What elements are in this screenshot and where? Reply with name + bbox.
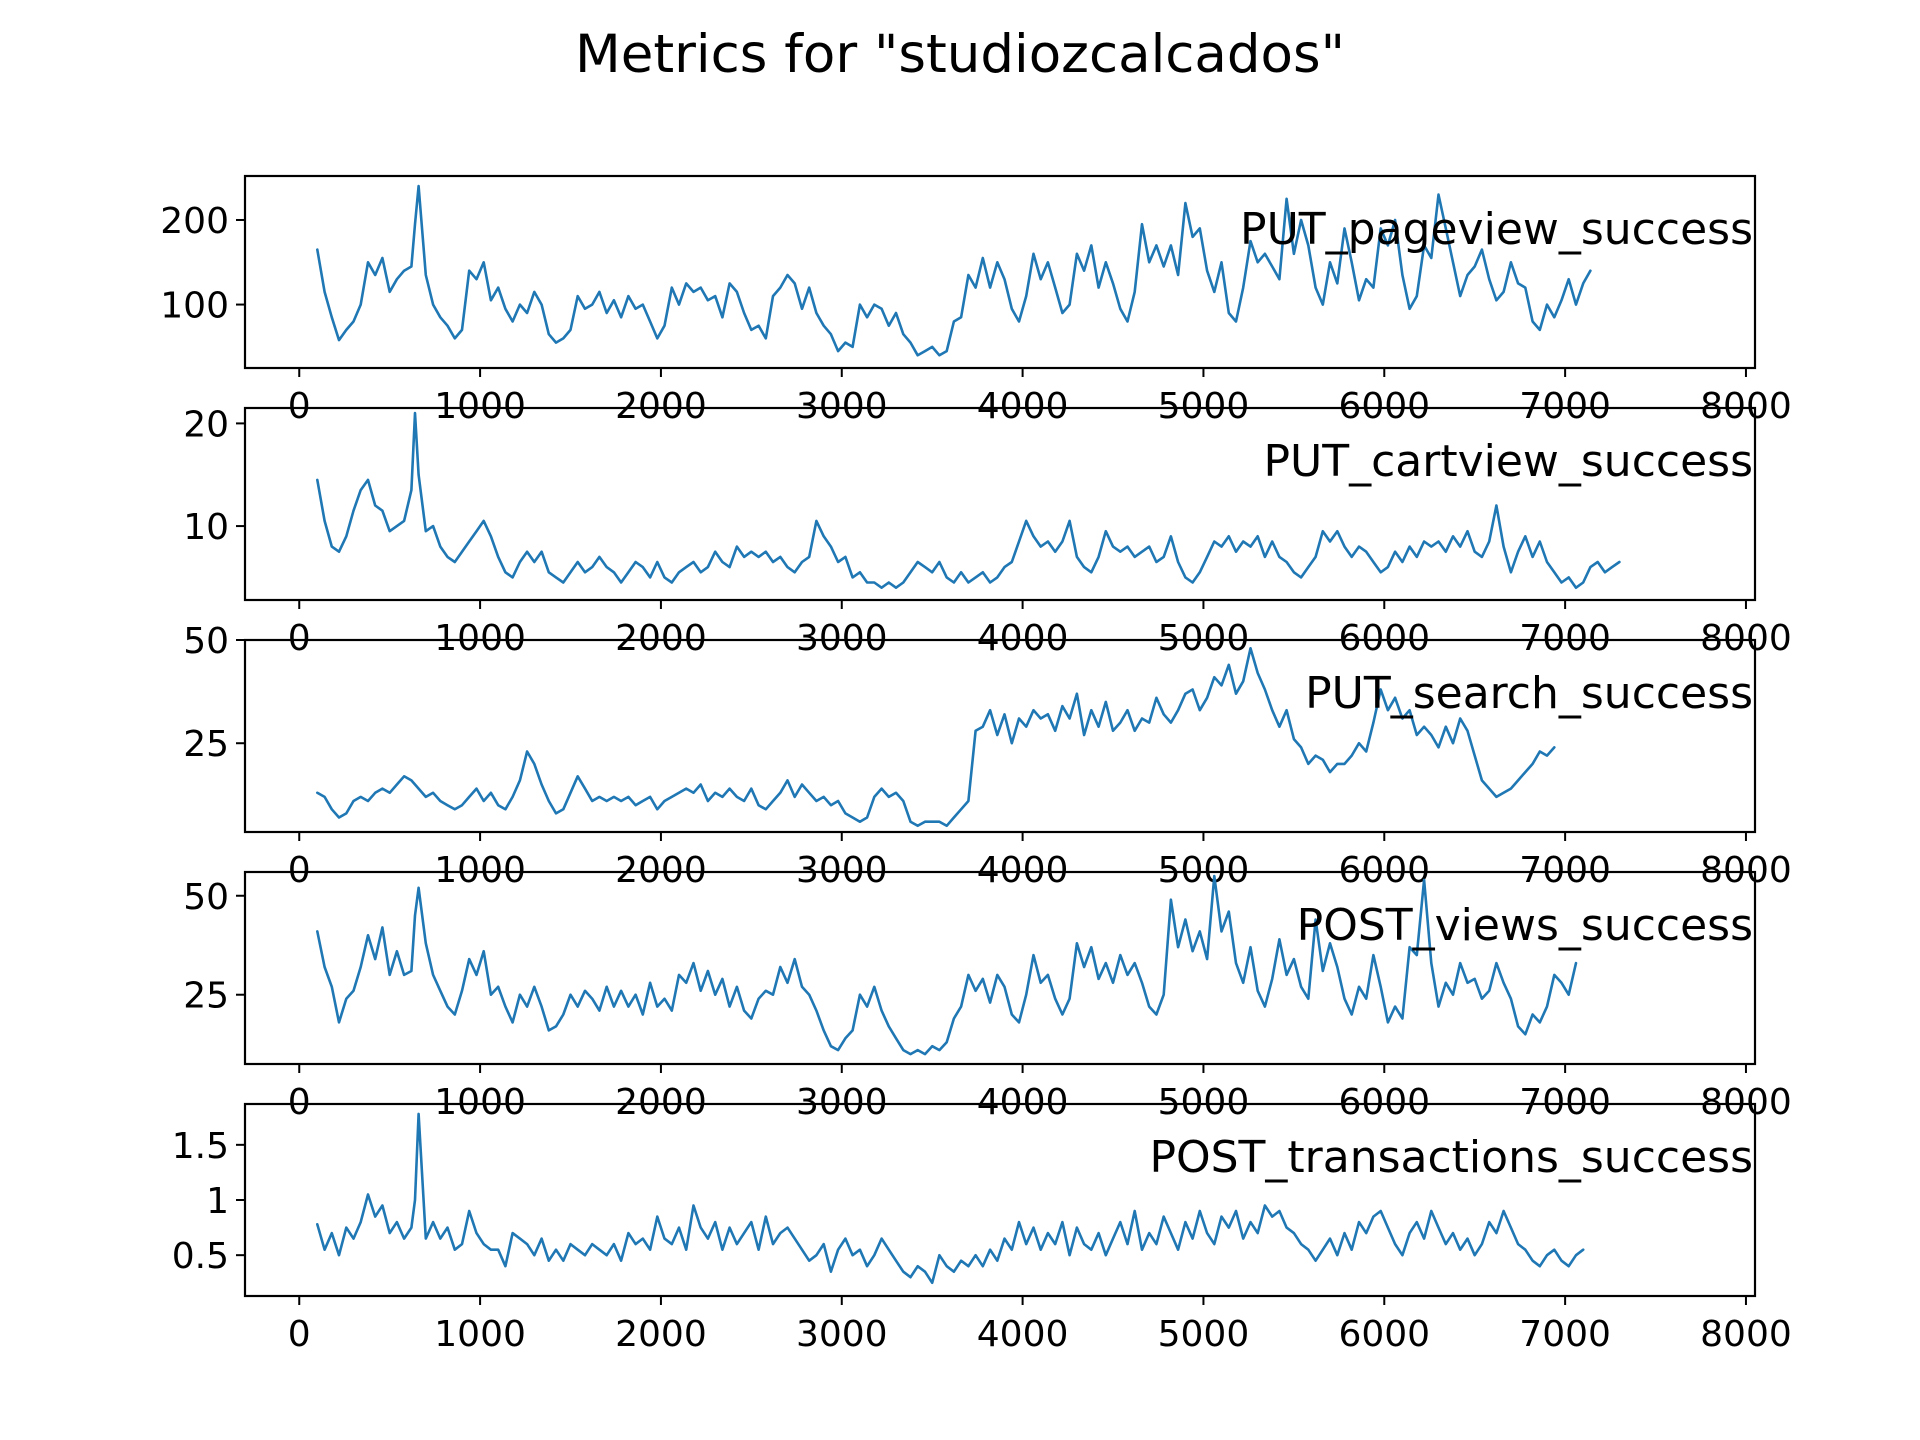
series-line xyxy=(315,411,1621,590)
x-tick-label: 8000 xyxy=(1700,1314,1792,1355)
y-tick-label: 100 xyxy=(160,286,229,327)
subplot-post-transactions: 0 1000 2000 3000 4000 5000 6000 7000 8000 0.5 1 1.5… xyxy=(172,1102,1792,1355)
panel-title: PUT_pageview_success xyxy=(1240,204,1753,255)
x-tick-label: 6000 xyxy=(1338,1082,1430,1123)
subplot-put-search: 0 1000 2000 3000 4000 5000 6000 7000 8000 25 50 PUT… xyxy=(183,621,1792,891)
x-tick-label: 1000 xyxy=(434,850,526,891)
x-tick-label: 4000 xyxy=(977,1314,1069,1355)
x-tick-label: 5000 xyxy=(1158,386,1250,427)
x-tick-label: 4000 xyxy=(977,850,1069,891)
y-tick-label: 50 xyxy=(183,877,229,918)
y-tick-label: 0.5 xyxy=(172,1236,229,1277)
x-tick-label: 7000 xyxy=(1519,1082,1611,1123)
x-tick-label: 4000 xyxy=(977,1082,1069,1123)
x-tick-label: 2000 xyxy=(615,850,707,891)
subplot-post-views: 0 1000 2000 3000 4000 5000 6000 7000 8000 25 50 POS… xyxy=(183,870,1792,1123)
series-line xyxy=(315,646,1556,828)
x-tick-label: 3000 xyxy=(796,1314,888,1355)
x-tick-label: 2000 xyxy=(615,1314,707,1355)
figure-suptitle: Metrics for "studiozcalcados" xyxy=(575,24,1345,85)
x-tick-label: 5000 xyxy=(1158,618,1250,659)
axes-frame xyxy=(243,870,1757,1066)
y-tick-label: 200 xyxy=(160,201,229,242)
subplot-put-cartview: 0 1000 2000 3000 4000 5000 6000 7000 8000 10 20 PUT… xyxy=(183,404,1792,659)
x-tick-label: 2000 xyxy=(615,618,707,659)
subplot-put-pageview: 0 1000 2000 3000 4000 5000 6000 7000 8000 100 200 P… xyxy=(160,174,1792,427)
panel-title: POST_views_success xyxy=(1297,900,1753,951)
x-tick-label: 5000 xyxy=(1158,1082,1250,1123)
x-tick-label: 0 xyxy=(288,618,311,659)
series-line xyxy=(315,184,1592,357)
x-tick-label: 4000 xyxy=(977,618,1069,659)
panel-title: POST_transactions_success xyxy=(1149,1132,1753,1183)
y-tick-label: 25 xyxy=(183,724,229,765)
x-tick-label: 1000 xyxy=(434,386,526,427)
series-line xyxy=(315,874,1578,1056)
axes-frame xyxy=(243,638,1757,834)
x-tick-label: 4000 xyxy=(977,386,1069,427)
x-tick-label: 0 xyxy=(288,1082,311,1123)
x-tick-label: 8000 xyxy=(1700,850,1792,891)
y-tick-label: 1.5 xyxy=(172,1126,229,1167)
panel-title: PUT_cartview_success xyxy=(1263,436,1753,487)
y-tick-label: 50 xyxy=(183,621,229,662)
x-tick-label: 6000 xyxy=(1338,1314,1430,1355)
series-line xyxy=(315,1112,1585,1285)
x-tick-label: 6000 xyxy=(1338,618,1430,659)
x-tick-label: 0 xyxy=(288,386,311,427)
axes-frame xyxy=(243,406,1757,602)
x-tick-label: 3000 xyxy=(796,618,888,659)
x-tick-label: 5000 xyxy=(1158,1314,1250,1355)
x-tick-label: 0 xyxy=(288,850,311,891)
x-tick-label: 3000 xyxy=(796,386,888,427)
x-tick-label: 2000 xyxy=(615,1082,707,1123)
x-tick-label: 1000 xyxy=(434,1082,526,1123)
y-tick-label: 20 xyxy=(183,404,229,445)
x-tick-label: 2000 xyxy=(615,386,707,427)
x-tick-label: 6000 xyxy=(1338,850,1430,891)
y-tick-label: 10 xyxy=(183,507,229,548)
x-tick-label: 8000 xyxy=(1700,386,1792,427)
y-tick-label: 25 xyxy=(183,976,229,1017)
x-tick-label: 7000 xyxy=(1519,386,1611,427)
x-tick-label: 7000 xyxy=(1519,1314,1611,1355)
axes-frame xyxy=(243,174,1757,370)
x-tick-label: 3000 xyxy=(796,850,888,891)
x-tick-label: 5000 xyxy=(1158,850,1250,891)
x-tick-label: 3000 xyxy=(796,1082,888,1123)
x-tick-label: 8000 xyxy=(1700,618,1792,659)
x-tick-label: 6000 xyxy=(1338,386,1430,427)
x-tick-label: 1000 xyxy=(434,618,526,659)
y-tick-label: 1 xyxy=(206,1181,229,1222)
x-tick-label: 0 xyxy=(288,1314,311,1355)
x-tick-label: 1000 xyxy=(434,1314,526,1355)
panel-title: PUT_search_success xyxy=(1305,668,1753,719)
x-tick-label: 8000 xyxy=(1700,1082,1792,1123)
x-tick-label: 7000 xyxy=(1519,618,1611,659)
x-tick-label: 7000 xyxy=(1519,850,1611,891)
